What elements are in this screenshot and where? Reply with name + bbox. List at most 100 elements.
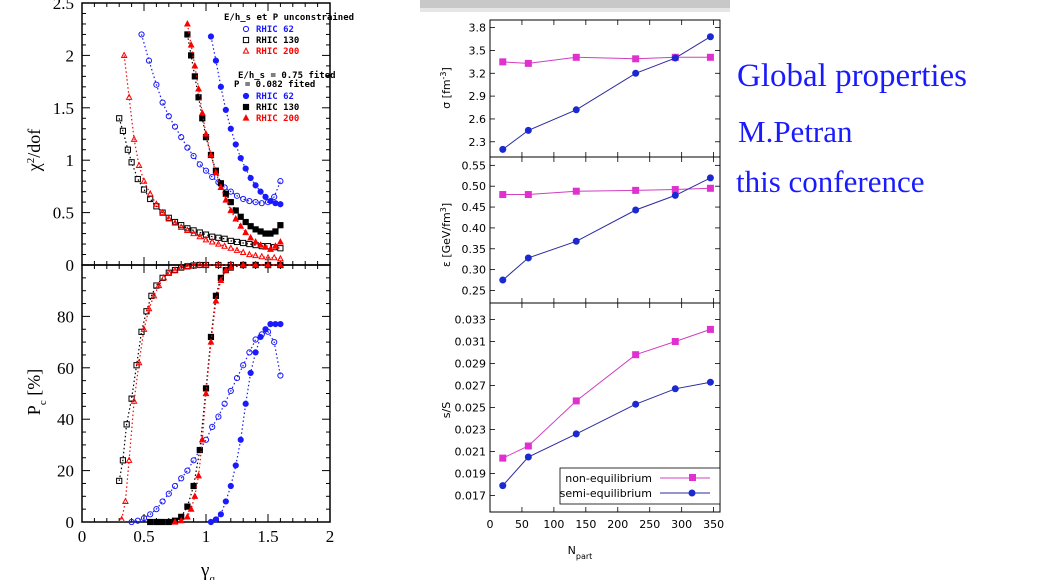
data-point bbox=[632, 400, 640, 408]
data-point bbox=[246, 197, 253, 205]
y-tick-label: 3.2 bbox=[469, 67, 487, 80]
plot-frame bbox=[489, 19, 721, 158]
data-point bbox=[227, 263, 235, 271]
data-point bbox=[165, 268, 173, 276]
y-tick-label: 80 bbox=[57, 307, 74, 326]
data-point bbox=[202, 389, 210, 397]
data-point bbox=[524, 59, 532, 67]
data-point bbox=[277, 178, 284, 185]
data-point bbox=[118, 515, 126, 523]
right-figure: 2.32.62.93.23.53.8 0.250.300.350.400.450… bbox=[420, 0, 730, 561]
data-point bbox=[242, 165, 249, 172]
data-point bbox=[165, 518, 172, 526]
data-point bbox=[221, 235, 228, 242]
data-point bbox=[135, 358, 143, 366]
data-point bbox=[222, 190, 229, 197]
data-point bbox=[706, 184, 714, 192]
series-non-equilibrium bbox=[499, 53, 714, 67]
y-tick-label: 2 bbox=[66, 46, 75, 65]
data-point bbox=[270, 253, 278, 261]
svg-text:Pc [%]: Pc [%] bbox=[24, 369, 49, 415]
data-point bbox=[267, 230, 274, 237]
series-line bbox=[502, 187, 711, 195]
data-point bbox=[147, 195, 154, 203]
svg-text:ε [GeV/fm3]: ε [GeV/fm3] bbox=[439, 203, 454, 267]
data-point bbox=[706, 33, 714, 41]
series-line bbox=[502, 381, 711, 486]
y-tick-label: 0.40 bbox=[462, 222, 487, 235]
data-point bbox=[159, 208, 167, 216]
x-tick-label: 50 bbox=[515, 518, 529, 531]
data-point bbox=[272, 200, 279, 207]
legend-marker bbox=[242, 36, 250, 44]
legend-header-3: P = 0.082 fited bbox=[234, 79, 315, 90]
series-filled-triangle-5 bbox=[183, 20, 284, 252]
data-point bbox=[202, 235, 210, 243]
series-open-triangle-2 bbox=[118, 261, 284, 523]
top-gray-bar bbox=[420, 0, 730, 8]
data-point bbox=[188, 52, 195, 59]
data-point bbox=[214, 261, 222, 268]
data-point bbox=[632, 206, 640, 214]
y-tick-label: 0.30 bbox=[462, 264, 487, 277]
y-tick-label: 0.019 bbox=[455, 468, 487, 481]
data-point bbox=[246, 240, 253, 248]
data-point bbox=[671, 338, 679, 345]
data-point bbox=[632, 55, 640, 63]
data-point bbox=[276, 261, 284, 268]
svg-text:s/S: s/S bbox=[440, 402, 453, 418]
data-point bbox=[572, 187, 580, 195]
x-tick-label: 2 bbox=[326, 527, 335, 546]
data-point bbox=[209, 173, 216, 181]
data-point bbox=[209, 423, 216, 431]
data-point bbox=[233, 246, 241, 253]
data-point bbox=[138, 31, 145, 38]
legend-entry-rhic130-open: RHIC 130 bbox=[256, 36, 299, 46]
data-point bbox=[271, 193, 278, 200]
data-point bbox=[152, 200, 160, 207]
data-point bbox=[184, 503, 191, 510]
side-title: Global properties bbox=[737, 58, 968, 94]
legend-entry-rhic62-filled: RHIC 62 bbox=[256, 92, 294, 102]
data-point bbox=[267, 321, 274, 328]
data-point bbox=[671, 385, 679, 393]
data-point bbox=[524, 442, 532, 450]
data-point bbox=[123, 421, 130, 428]
data-point bbox=[130, 135, 138, 142]
series-line bbox=[131, 331, 281, 523]
data-point bbox=[147, 511, 154, 518]
y-tick-label: 0.25 bbox=[462, 284, 487, 297]
data-point bbox=[499, 145, 507, 153]
data-point bbox=[524, 191, 532, 199]
legend-entry-rhic130-filled: RHIC 130 bbox=[256, 103, 299, 113]
data-point bbox=[190, 152, 197, 160]
data-point bbox=[671, 191, 679, 199]
data-point bbox=[184, 144, 191, 151]
data-point bbox=[247, 174, 254, 182]
data-point bbox=[147, 518, 154, 526]
data-point bbox=[237, 155, 244, 162]
data-point bbox=[177, 223, 185, 230]
data-point bbox=[245, 250, 253, 258]
data-point bbox=[207, 518, 215, 526]
data-point bbox=[207, 151, 215, 158]
data-point bbox=[632, 186, 640, 194]
data-point bbox=[119, 127, 127, 134]
data-point bbox=[272, 242, 279, 249]
data-point bbox=[153, 81, 160, 88]
data-point bbox=[196, 446, 203, 454]
data-point bbox=[267, 245, 274, 252]
epsilon-ylabel: ε [GeV/fm3] bbox=[439, 203, 454, 267]
data-point bbox=[671, 186, 679, 194]
data-point bbox=[145, 304, 153, 312]
data-point bbox=[140, 186, 148, 193]
x-tick-label: 250 bbox=[639, 518, 660, 531]
data-point bbox=[190, 227, 197, 234]
y-tick-label: 1 bbox=[66, 151, 75, 170]
data-point bbox=[252, 261, 260, 268]
data-point bbox=[207, 33, 215, 40]
data-point bbox=[232, 214, 240, 222]
series-line bbox=[502, 36, 711, 150]
y-tick-label: 2.3 bbox=[469, 136, 487, 149]
